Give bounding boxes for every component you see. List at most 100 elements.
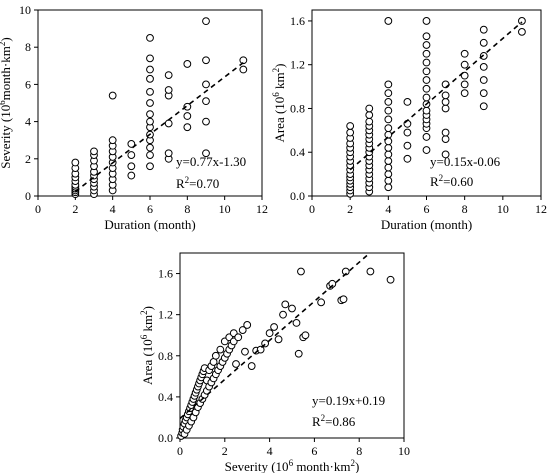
regression-line	[180, 253, 371, 420]
y-axis-label-tail: km	[272, 72, 287, 92]
r-squared: R2=0.86	[312, 413, 356, 429]
x-tick-label: 6	[147, 202, 153, 216]
y-tick-label: 0	[25, 189, 31, 203]
r-squared-sup: 2	[439, 173, 444, 183]
y-tick-label: 0.0	[158, 431, 173, 445]
data-point	[346, 122, 355, 130]
data-point	[270, 323, 278, 331]
data-point	[247, 362, 256, 370]
x-tick-label: 0	[177, 444, 183, 458]
data-point	[241, 347, 249, 356]
data-point	[202, 117, 210, 126]
data-point	[239, 56, 248, 65]
data-point	[384, 150, 393, 159]
r-squared-sup: 2	[185, 175, 190, 185]
data-point	[422, 17, 431, 25]
x-tick-label: 4	[110, 202, 116, 216]
data-point	[164, 71, 173, 79]
y-axis-label: Area (106 km2)	[139, 306, 155, 385]
data-point	[183, 123, 192, 132]
data-point	[288, 304, 296, 313]
data-point	[384, 98, 393, 106]
data-point	[281, 300, 290, 309]
regression-equation: y=0.77x-1.30	[176, 154, 246, 169]
data-point	[422, 58, 431, 67]
r-squared-value: =0.60	[443, 174, 473, 189]
y-tick-label: 0.0	[290, 189, 305, 203]
data-point	[211, 351, 220, 360]
data-point	[274, 335, 283, 344]
data-point	[384, 80, 393, 89]
x-tick-label: 10	[497, 202, 509, 216]
x-tick-label: 2	[222, 444, 228, 458]
data-point	[239, 65, 248, 74]
data-point	[146, 65, 154, 74]
data-point	[403, 154, 412, 163]
data-point	[422, 146, 431, 154]
data-point	[384, 17, 393, 25]
x-tick-label: 4	[267, 444, 273, 458]
data-point	[386, 275, 395, 284]
data-point	[146, 162, 154, 171]
y-tick-label: 0.8	[158, 349, 173, 363]
data-point	[441, 98, 450, 106]
y-axis-label-tail: month·km	[0, 46, 13, 100]
regression-line	[74, 62, 244, 193]
x-tick-label: 10	[398, 444, 410, 458]
data-point	[366, 267, 375, 276]
r-squared-prefix: R	[430, 174, 439, 189]
data-point	[384, 89, 393, 98]
data-point	[479, 102, 488, 111]
x-axis-label-close: )	[355, 459, 359, 473]
data-point	[183, 112, 192, 120]
data-point	[297, 267, 305, 276]
data-point	[422, 133, 431, 141]
data-point	[164, 86, 173, 94]
data-point	[403, 141, 412, 150]
data-point	[346, 128, 355, 137]
data-point	[384, 143, 393, 152]
x-axis-label: Severity (106 month·km2)	[225, 458, 360, 473]
y-tick-label: 4	[25, 115, 31, 129]
data-point	[339, 295, 348, 304]
chart-panel-p2: 0 2 4 6 8 10 12 0.0 0.4 0.8 1.2 1.6 Duration (month)…	[271, 9, 547, 232]
data-point	[90, 147, 98, 156]
data-point	[146, 34, 154, 42]
data-point	[202, 149, 210, 158]
data-point	[164, 119, 173, 128]
data-points	[346, 17, 526, 198]
x-axis-label-main: Severity (10	[225, 459, 289, 473]
data-point	[146, 151, 154, 159]
x-tick-label: 8	[184, 202, 190, 216]
data-point	[422, 76, 431, 84]
data-point	[328, 279, 337, 288]
data-point	[441, 104, 450, 113]
y-axis-label-sup2: 2	[0, 42, 7, 47]
data-point	[441, 128, 450, 137]
data-point	[479, 76, 488, 84]
y-tick-label: 10	[19, 3, 31, 17]
data-point	[146, 110, 154, 119]
x-tick-label: 2	[72, 202, 78, 216]
r-squared-sup: 2	[321, 413, 326, 423]
data-point	[479, 25, 488, 34]
data-point	[479, 89, 488, 98]
data-point	[216, 345, 225, 354]
data-point	[460, 60, 469, 69]
y-tick-label: 1.6	[158, 267, 173, 281]
data-point	[460, 49, 469, 58]
data-point	[422, 67, 431, 76]
data-point	[183, 60, 192, 68]
data-point	[441, 135, 450, 144]
x-tick-label: 12	[535, 202, 547, 216]
x-tick-label: 8	[356, 444, 362, 458]
data-point	[384, 170, 393, 179]
data-point	[441, 91, 450, 100]
r-squared-prefix: R	[312, 414, 321, 429]
data-point	[202, 80, 210, 89]
data-point	[384, 124, 393, 133]
data-point	[202, 97, 210, 106]
x-axis-label-tail: month·km	[293, 459, 350, 473]
